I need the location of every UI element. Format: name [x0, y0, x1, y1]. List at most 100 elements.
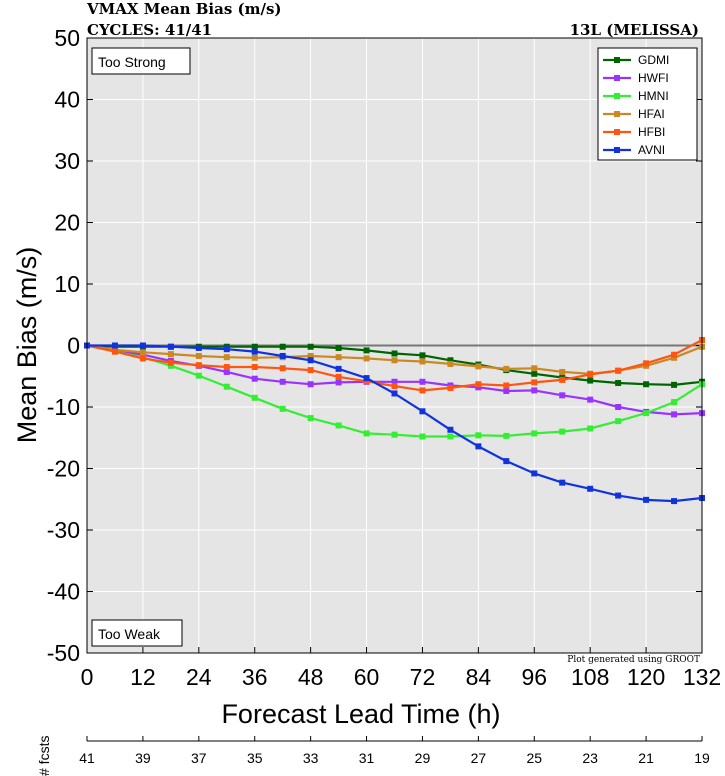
- data-point-hmni: [363, 430, 370, 437]
- data-point-avni: [195, 344, 202, 351]
- fcst-count-value: 19: [694, 750, 710, 766]
- y-tick-label: 30: [54, 148, 80, 174]
- legend: [597, 47, 698, 161]
- data-point-hwfi: [419, 378, 426, 385]
- x-tick-label: 36: [242, 664, 268, 690]
- data-point-avni: [391, 390, 398, 397]
- data-point-hwfi: [671, 411, 678, 418]
- data-point-hmni: [251, 394, 258, 401]
- fcst-count-label: # fcsts: [36, 736, 52, 776]
- y-tick-label: -20: [47, 456, 80, 482]
- data-point-hfai: [223, 354, 230, 361]
- plot-frame: [86, 37, 703, 654]
- data-point-hfbi: [279, 365, 286, 372]
- y-tick-label: 50: [54, 25, 80, 51]
- legend-label-hwfi: HWFI: [638, 71, 669, 85]
- data-point-hmni: [279, 405, 286, 412]
- data-point-avni: [503, 458, 510, 465]
- legend-marker-gdmi: [614, 57, 620, 63]
- data-point-hmni: [195, 372, 202, 379]
- y-tick-label: 10: [54, 271, 80, 297]
- data-point-hmni: [307, 415, 314, 422]
- data-point-avni: [335, 365, 342, 372]
- data-point-avni: [139, 342, 146, 349]
- cycles-label: CYCLES: 41/41: [87, 21, 212, 39]
- fcst-count-value: 39: [135, 750, 151, 766]
- fcst-count-value: 29: [415, 750, 431, 766]
- data-point-hmni: [447, 433, 454, 440]
- x-tick-label: 84: [466, 664, 492, 690]
- data-point-hfbi: [335, 373, 342, 380]
- data-point-hfbi: [447, 384, 454, 391]
- y-tick-label: 20: [54, 210, 80, 236]
- data-point-hfai: [559, 368, 566, 375]
- legend-items: GDMI HWFI HMNI HFAI HFBI AVNI: [603, 53, 669, 157]
- data-point-gdmi: [307, 343, 314, 350]
- data-point-hfai: [363, 355, 370, 362]
- data-point-gdmi: [643, 381, 650, 388]
- too-weak-box: [91, 619, 183, 647]
- legend-label-gdmi: GDMI: [638, 53, 669, 67]
- y-tick-label: 40: [54, 87, 80, 113]
- data-point-hfai: [307, 352, 314, 359]
- data-point-gdmi: [671, 381, 678, 388]
- data-point-hfbi: [419, 387, 426, 394]
- data-point-hfai: [531, 365, 538, 372]
- data-point-hmni: [559, 428, 566, 435]
- fcst-count-value: 21: [638, 750, 654, 766]
- data-point-hmni: [671, 399, 678, 406]
- data-point-hwfi: [587, 396, 594, 403]
- data-point-gdmi: [251, 343, 258, 350]
- data-point-hfbi: [195, 362, 202, 369]
- data-point-hmni: [475, 432, 482, 439]
- data-point-hfai: [503, 365, 510, 372]
- legend-label-avni: AVNI: [638, 143, 665, 157]
- x-tick-label: 120: [627, 664, 665, 690]
- data-point-hfai: [447, 360, 454, 367]
- data-point-hwfi: [391, 378, 398, 385]
- data-point-hwfi: [251, 375, 258, 382]
- data-point-gdmi: [391, 350, 398, 357]
- x-tick-label: 60: [354, 664, 380, 690]
- data-point-hfbi: [475, 381, 482, 388]
- data-point-hwfi: [531, 387, 538, 394]
- data-point-avni: [447, 426, 454, 433]
- data-point-hfbi: [307, 367, 314, 374]
- data-point-hfbi: [391, 383, 398, 390]
- y-tick-label: -40: [47, 579, 80, 605]
- data-point-hfai: [671, 354, 678, 361]
- data-point-hwfi: [503, 388, 510, 395]
- data-point-avni: [111, 342, 118, 349]
- data-point-hmni: [223, 383, 230, 390]
- data-point-hwfi: [615, 404, 622, 410]
- fcst-count-value: 27: [471, 750, 487, 766]
- data-point-hfbi: [363, 378, 370, 385]
- x-axis-label: Forecast Lead Time (h): [221, 699, 500, 729]
- fcst-count-value: 37: [191, 750, 207, 766]
- data-point-hfai: [139, 349, 146, 356]
- too-weak-label: Too Weak: [98, 626, 161, 642]
- data-point-hfai: [251, 354, 258, 361]
- data-point-gdmi: [335, 344, 342, 351]
- x-tick-label: 12: [130, 664, 156, 690]
- data-point-avni: [363, 375, 370, 382]
- data-point-hfbi: [139, 355, 146, 362]
- legend-marker-hfbi: [614, 129, 620, 135]
- fcst-count-value: 23: [582, 750, 598, 766]
- data-point-hwfi: [307, 381, 314, 388]
- x-tick-label: 24: [186, 664, 212, 690]
- data-point-avni: [475, 443, 482, 450]
- data-point-hfbi: [111, 348, 118, 355]
- legend-marker-avni: [614, 147, 620, 153]
- data-point-hfbi: [615, 367, 622, 374]
- data-point-avni: [419, 408, 426, 415]
- data-point-hfai: [335, 354, 342, 361]
- legend-label-hfai: HFAI: [638, 107, 665, 121]
- x-tick-label: 72: [410, 664, 436, 690]
- data-point-hfbi: [671, 351, 678, 358]
- data-point-avni: [279, 352, 286, 359]
- data-point-hfbi: [587, 371, 594, 378]
- y-tick-label: -10: [47, 394, 80, 420]
- data-point-avni: [671, 498, 678, 505]
- data-point-avni: [587, 485, 594, 492]
